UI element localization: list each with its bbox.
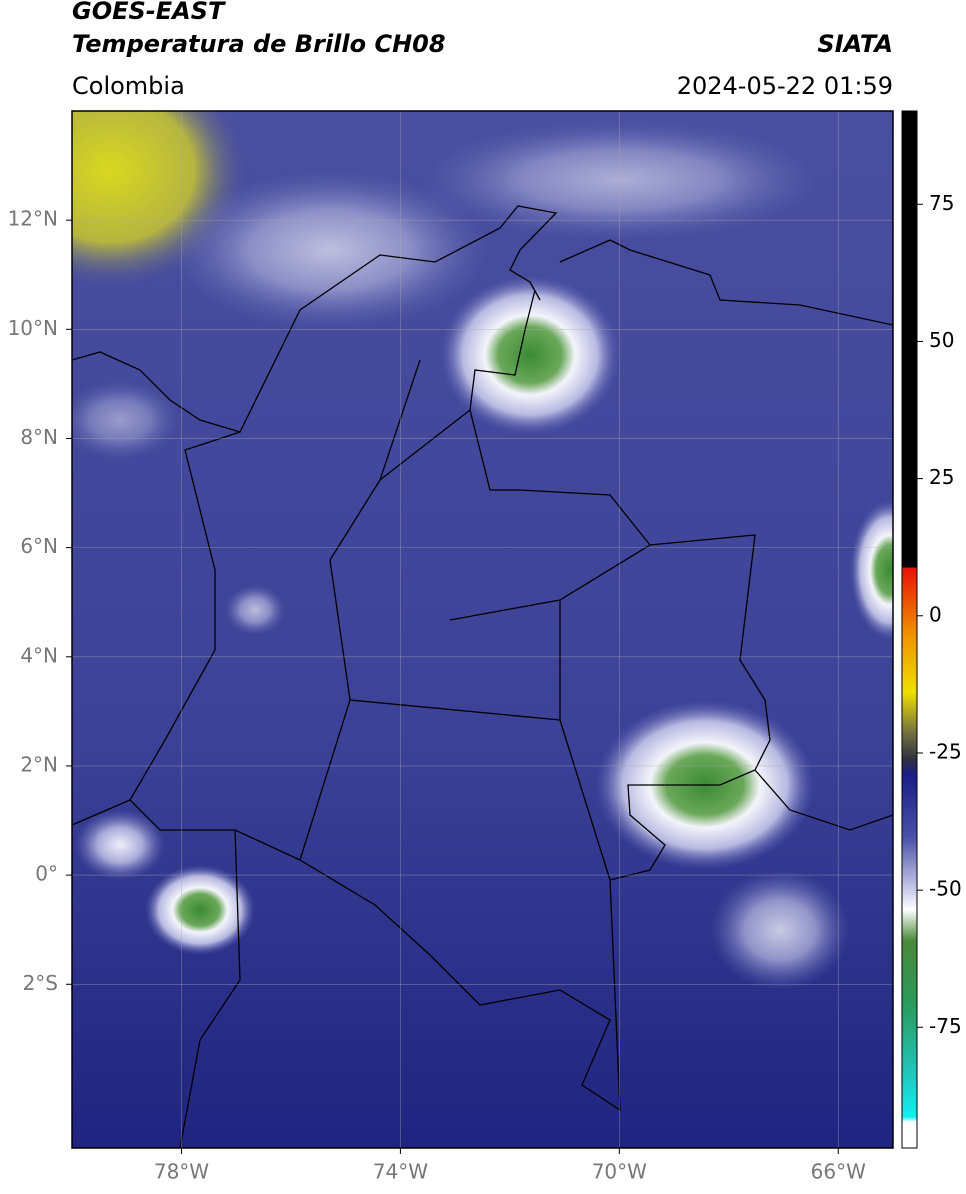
colorbar-tick-label: 0 <box>929 602 942 626</box>
lon-tick-label: 66°W <box>811 1160 866 1184</box>
lon-tick-label: 74°W <box>373 1160 428 1184</box>
lon-tick-label: 78°W <box>154 1160 209 1184</box>
lat-tick-label: 4°N <box>20 643 58 667</box>
datetime: 2024-05-22 01:59 <box>677 72 893 100</box>
colorbar-tick-label: 75 <box>929 191 954 215</box>
lat-tick-label: 2°S <box>23 971 58 995</box>
graticule <box>72 111 893 1148</box>
title: GOES-EAST <box>72 0 226 25</box>
lat-tick-label: 10°N <box>8 316 58 340</box>
map-frame <box>71 110 894 1149</box>
lat-tick-label: 12°N <box>8 207 58 231</box>
subtitle: Temperatura de Brillo CH08 <box>72 30 446 58</box>
source: SIATA <box>817 30 893 58</box>
region: Colombia <box>72 72 185 100</box>
colorbar <box>901 110 918 1149</box>
lat-tick-label: 2°N <box>20 752 58 776</box>
lat-tick-label: 8°N <box>20 425 58 449</box>
colorbar-tick-label: -25 <box>929 739 962 763</box>
colorbar-tick-label: -75 <box>929 1014 962 1038</box>
satellite-image <box>72 111 893 1148</box>
colorbar-tick-label: 25 <box>929 465 954 489</box>
lat-tick-label: 6°N <box>20 534 58 558</box>
lat-tick-label: 0° <box>35 862 58 886</box>
colorbar-tick-label: 50 <box>929 328 954 352</box>
colorbar-tick-label: -50 <box>929 877 962 901</box>
lon-tick-label: 70°W <box>592 1160 647 1184</box>
